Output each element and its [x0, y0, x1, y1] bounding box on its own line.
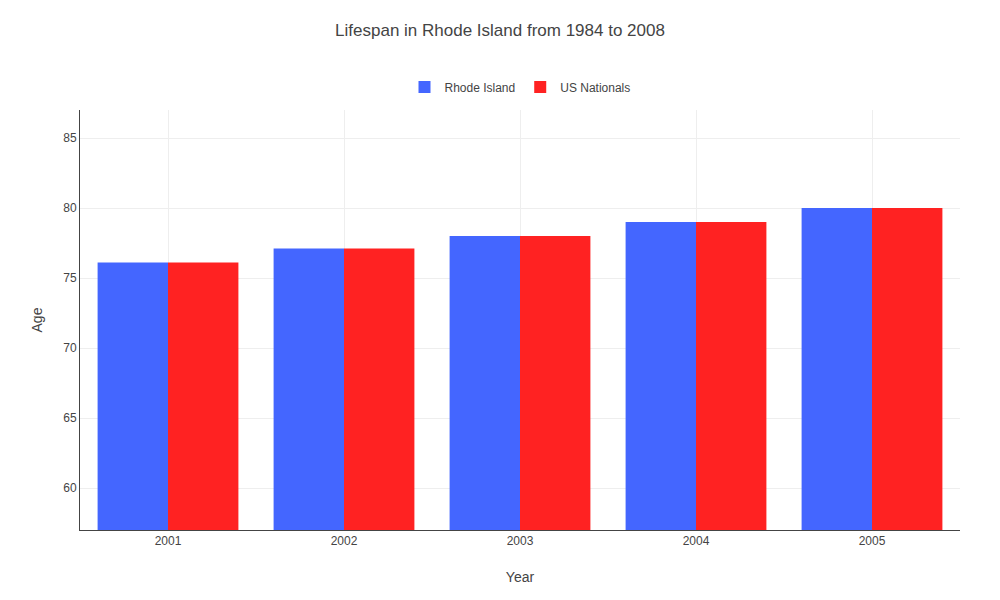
svg-text:Year: Year [506, 569, 535, 585]
svg-text:2004: 2004 [683, 534, 710, 548]
svg-text:Rhode Island: Rhode Island [445, 81, 516, 95]
svg-text:70: 70 [63, 341, 77, 355]
svg-text:2002: 2002 [331, 534, 358, 548]
svg-text:Age: Age [29, 307, 45, 332]
svg-text:80: 80 [63, 201, 77, 215]
svg-text:US Nationals: US Nationals [560, 81, 630, 95]
svg-text:60: 60 [63, 481, 77, 495]
svg-text:75: 75 [63, 271, 77, 285]
svg-text:2005: 2005 [859, 534, 886, 548]
svg-text:Lifespan in Rhode Island from: Lifespan in Rhode Island from 1984 to 20… [335, 21, 665, 40]
svg-text:85: 85 [63, 131, 77, 145]
svg-text:2003: 2003 [507, 534, 534, 548]
svg-text:2001: 2001 [155, 534, 182, 548]
svg-text:65: 65 [63, 411, 77, 425]
